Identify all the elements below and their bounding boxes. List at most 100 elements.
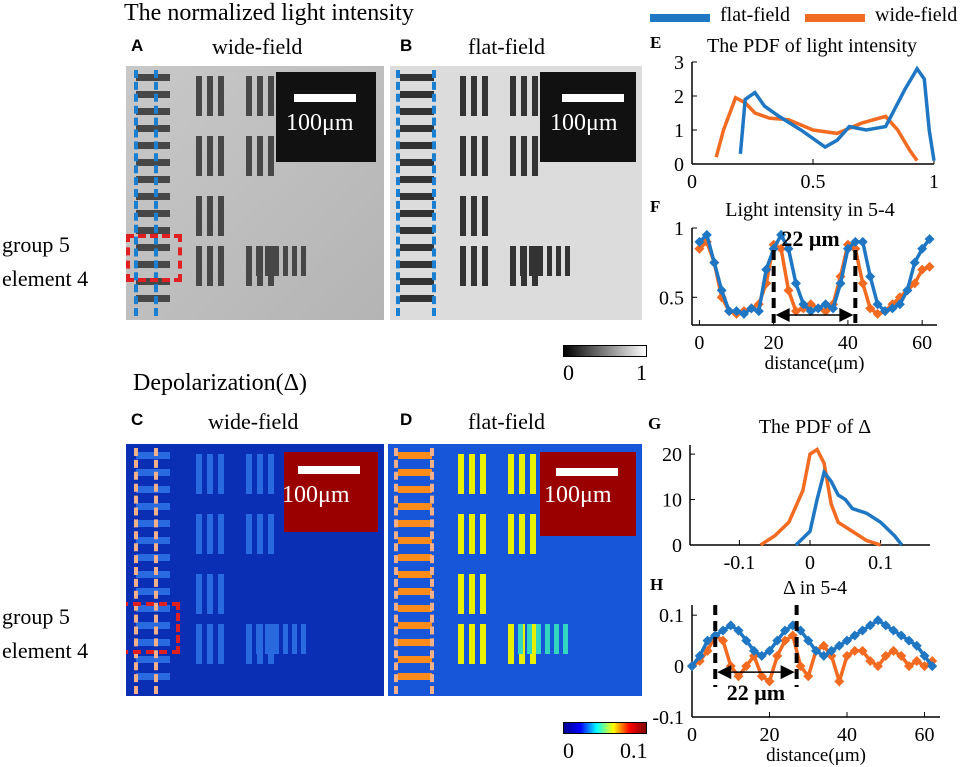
panel-a-red-roi	[126, 234, 182, 282]
data-point	[687, 661, 697, 672]
data-point	[772, 635, 783, 646]
data-point	[872, 299, 883, 310]
bar	[458, 624, 464, 664]
data-point	[716, 285, 727, 296]
bar	[398, 486, 432, 493]
y-tick-label: -0.1	[652, 707, 684, 729]
bar	[400, 210, 434, 217]
data-point	[857, 625, 868, 636]
bar	[458, 454, 464, 494]
bar	[136, 295, 170, 302]
bar	[400, 159, 434, 166]
data-point	[857, 645, 868, 656]
gray-colorbar-min: 0	[563, 360, 574, 385]
bar	[532, 76, 538, 116]
data-point	[768, 243, 779, 254]
data-point	[902, 285, 913, 296]
data-point	[924, 261, 935, 272]
panel-b-bars	[400, 74, 570, 302]
panel-a-blue-roi	[134, 70, 158, 316]
bar	[257, 136, 263, 176]
panel-d-letter: D	[400, 410, 413, 429]
panel-c-scalebar	[298, 466, 360, 474]
bar	[460, 136, 466, 176]
jet-colorbar	[563, 722, 647, 734]
panel-c-peach-roi	[134, 448, 158, 694]
bar	[510, 136, 516, 176]
chart-g: G The PDF of Δ -0.1 0 0.1 0 10 20	[648, 414, 930, 574]
panel-c-svg	[126, 444, 384, 696]
bar	[400, 295, 434, 302]
x-tick-label: 20	[760, 724, 780, 746]
side-label-bottom-line1: group 5	[2, 604, 70, 629]
panel-b-blue-roi	[396, 70, 436, 316]
panel-e-letter: E	[650, 33, 661, 52]
bar	[519, 514, 525, 554]
bar	[196, 246, 202, 286]
data-point	[746, 303, 757, 314]
chart-e: E The PDF of light intensity 0 0.5 1 0 1 2 3	[650, 33, 939, 193]
data-point	[873, 615, 883, 626]
bar	[469, 454, 475, 494]
data-point	[857, 236, 868, 247]
data-point	[849, 645, 860, 656]
data-point	[780, 625, 790, 636]
bar	[398, 656, 432, 663]
bar	[400, 142, 434, 149]
gray-colorbar	[563, 345, 647, 357]
bar	[554, 624, 559, 654]
bar	[207, 196, 213, 236]
data-point	[917, 264, 928, 275]
panel-a-black-square	[276, 72, 376, 162]
data-point	[826, 645, 837, 656]
bar	[274, 246, 279, 276]
panel-b-letter: B	[400, 36, 413, 55]
bar	[458, 574, 464, 614]
bar	[246, 624, 252, 664]
panel-f-letter: F	[650, 197, 660, 216]
panel-a-scale-label: 100μm	[286, 110, 354, 136]
data-point	[865, 271, 876, 282]
bar	[268, 624, 274, 664]
data-point	[772, 650, 783, 661]
bar	[268, 454, 274, 494]
bar	[268, 246, 274, 286]
bar	[292, 624, 297, 654]
data-point	[741, 635, 752, 646]
data-point	[783, 285, 794, 296]
bar	[480, 514, 486, 554]
data-point	[756, 671, 767, 682]
x-tick-label: 0	[687, 171, 697, 193]
data-point	[820, 299, 831, 310]
bar	[246, 76, 252, 116]
bar	[136, 605, 170, 612]
data-point	[818, 650, 829, 661]
bar	[400, 125, 434, 132]
bar	[301, 624, 306, 654]
bar	[400, 227, 434, 234]
panel-c-red-roi	[126, 602, 180, 654]
panel-c-title: wide-field	[208, 409, 299, 434]
bar	[136, 108, 170, 115]
bar	[460, 196, 466, 236]
panel-a-letter: A	[131, 36, 144, 55]
data-point	[694, 650, 705, 661]
bar	[283, 624, 288, 654]
side-label-top-line1: group 5	[2, 232, 70, 257]
bar	[398, 469, 432, 476]
bar	[283, 246, 288, 276]
data-point	[873, 661, 883, 672]
annotation-arrow-left	[717, 665, 732, 680]
panel-c-bars	[136, 452, 306, 680]
bar	[136, 244, 170, 251]
data-point	[849, 630, 860, 641]
bar	[218, 136, 224, 176]
bar	[400, 176, 434, 183]
bar	[196, 196, 202, 236]
data-point	[733, 625, 744, 636]
bar	[460, 76, 466, 116]
data-point	[710, 630, 721, 641]
jet-colorbar-min: 0	[563, 738, 574, 763]
bar	[565, 246, 570, 276]
series-line-wide-field	[759, 446, 882, 547]
